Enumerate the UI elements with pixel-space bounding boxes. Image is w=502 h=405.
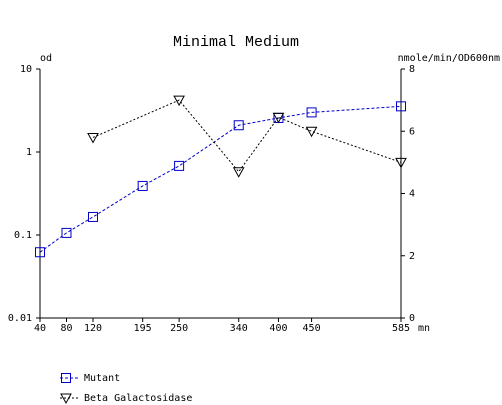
x-tick-label: 250	[170, 323, 188, 334]
x-tick-label: 195	[134, 323, 152, 334]
marker	[173, 95, 185, 107]
marker	[305, 126, 318, 138]
x-tick-label: 400	[269, 323, 287, 334]
y2-tick-label: 4	[409, 189, 415, 200]
y-tick-label: 1	[26, 147, 32, 158]
y2-tick-label: 8	[409, 64, 415, 75]
marker	[60, 393, 72, 405]
x-tick-label: 80	[60, 323, 72, 334]
marker	[61, 227, 72, 238]
marker	[272, 112, 285, 124]
marker	[87, 211, 98, 222]
x-tick-label: 585	[392, 323, 410, 334]
x-tick-label: 40	[34, 323, 46, 334]
y2-tick-label: 0	[409, 313, 415, 324]
y-axis-label: od	[40, 53, 52, 64]
y2-axis-label: nmole/min/OD600nm	[398, 53, 500, 64]
marker	[174, 160, 185, 171]
marker	[233, 120, 244, 131]
y-tick-label: 0.1	[14, 230, 32, 241]
legend-label: Mutant	[84, 373, 120, 384]
marker	[87, 132, 99, 144]
marker	[137, 180, 148, 191]
marker	[61, 373, 71, 383]
y-tick-label: 0.01	[8, 313, 32, 324]
y2-tick-label: 2	[409, 251, 415, 262]
series-line	[92, 99, 402, 173]
marker	[306, 107, 317, 118]
x-tick-label: 340	[230, 323, 248, 334]
legend-label: Beta Galactosidase	[84, 393, 192, 404]
marker	[395, 157, 407, 169]
y-tick-label: 10	[20, 64, 32, 75]
y2-tick-label: 6	[409, 126, 415, 137]
marker	[35, 247, 45, 258]
x-tick-label: 120	[84, 323, 102, 334]
chart-title: Minimal Medium	[173, 34, 299, 51]
x-axis-label: mn	[418, 323, 430, 334]
marker	[396, 101, 406, 112]
x-tick-label: 450	[303, 323, 321, 334]
marker	[232, 167, 245, 178]
